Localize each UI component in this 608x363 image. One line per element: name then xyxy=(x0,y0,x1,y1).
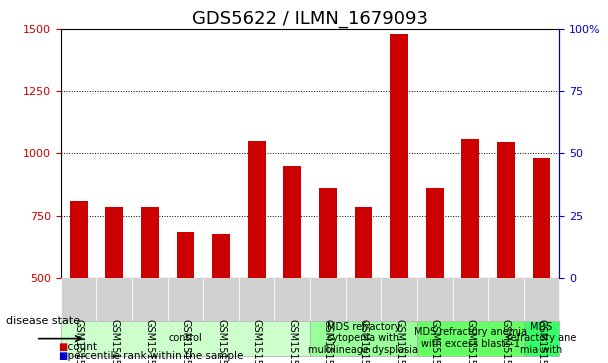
Text: GSM1515756: GSM1515756 xyxy=(430,319,440,363)
FancyBboxPatch shape xyxy=(381,278,417,321)
Text: GSM1515747: GSM1515747 xyxy=(109,319,119,363)
FancyBboxPatch shape xyxy=(417,321,523,356)
Text: MDS refractory anemia
with excess blasts-1: MDS refractory anemia with excess blasts… xyxy=(414,327,527,349)
FancyBboxPatch shape xyxy=(523,278,559,321)
Bar xyxy=(248,141,266,363)
Text: ■: ■ xyxy=(58,342,67,352)
FancyBboxPatch shape xyxy=(310,278,346,321)
FancyBboxPatch shape xyxy=(488,278,523,321)
FancyBboxPatch shape xyxy=(132,278,168,321)
Bar xyxy=(533,159,550,363)
Text: control: control xyxy=(168,333,202,343)
Text: disease state: disease state xyxy=(6,316,80,326)
Text: GSM1515757: GSM1515757 xyxy=(465,319,475,363)
Bar xyxy=(212,234,230,363)
Bar xyxy=(283,166,301,363)
Bar xyxy=(354,207,372,363)
Bar xyxy=(461,139,479,363)
Text: GSM1515752: GSM1515752 xyxy=(287,319,297,363)
FancyBboxPatch shape xyxy=(452,278,488,321)
Text: MDS
refractory ane
mia with: MDS refractory ane mia with xyxy=(507,322,576,355)
FancyBboxPatch shape xyxy=(61,278,97,321)
FancyBboxPatch shape xyxy=(168,278,203,321)
Text: GSM1515754: GSM1515754 xyxy=(359,319,368,363)
Text: GSM1515748: GSM1515748 xyxy=(145,319,155,363)
Bar xyxy=(390,34,408,363)
Title: GDS5622 / ILMN_1679093: GDS5622 / ILMN_1679093 xyxy=(192,10,428,28)
Bar xyxy=(426,188,444,363)
Bar xyxy=(70,201,88,363)
Text: count: count xyxy=(61,342,97,352)
Text: MDS refractory
cytopenia with
multilineage dysplasia: MDS refractory cytopenia with multilinea… xyxy=(308,322,418,355)
Bar xyxy=(319,188,337,363)
FancyBboxPatch shape xyxy=(203,278,239,321)
FancyBboxPatch shape xyxy=(310,321,417,356)
FancyBboxPatch shape xyxy=(61,321,310,356)
Bar xyxy=(141,207,159,363)
FancyBboxPatch shape xyxy=(239,278,274,321)
Bar xyxy=(497,142,515,363)
FancyBboxPatch shape xyxy=(346,278,381,321)
Text: GSM1515746: GSM1515746 xyxy=(74,319,84,363)
FancyBboxPatch shape xyxy=(417,278,452,321)
Bar xyxy=(176,232,195,363)
Text: GSM1515755: GSM1515755 xyxy=(394,319,404,363)
Text: GSM1515749: GSM1515749 xyxy=(181,319,190,363)
Text: GSM1515750: GSM1515750 xyxy=(216,319,226,363)
Bar xyxy=(105,207,123,363)
Text: percentile rank within the sample: percentile rank within the sample xyxy=(61,351,243,361)
Text: GSM1515758: GSM1515758 xyxy=(501,319,511,363)
Text: GSM1515759: GSM1515759 xyxy=(536,319,547,363)
FancyBboxPatch shape xyxy=(274,278,310,321)
Text: ■: ■ xyxy=(58,351,67,361)
Text: GSM1515751: GSM1515751 xyxy=(252,319,261,363)
FancyBboxPatch shape xyxy=(523,321,559,356)
FancyBboxPatch shape xyxy=(97,278,132,321)
Text: GSM1515753: GSM1515753 xyxy=(323,319,333,363)
